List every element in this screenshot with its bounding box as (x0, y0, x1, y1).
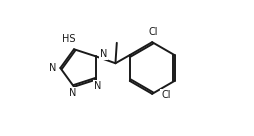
Text: Cl: Cl (149, 27, 158, 37)
Text: N: N (94, 81, 101, 91)
Text: HS: HS (62, 34, 75, 44)
Text: N: N (49, 63, 56, 73)
Text: N: N (100, 49, 107, 59)
Text: N: N (69, 88, 76, 98)
Text: Cl: Cl (161, 90, 170, 100)
